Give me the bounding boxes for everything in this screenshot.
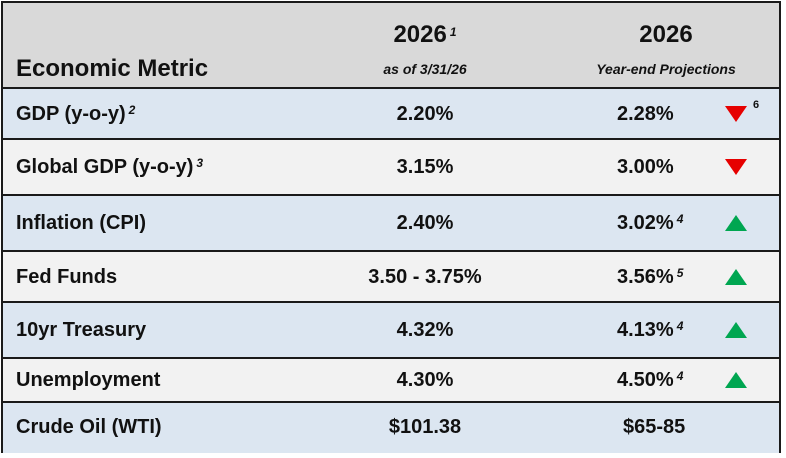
- table-row: Fed Funds 3.50 - 3.75% 3.56% 5: [3, 252, 779, 303]
- projection-value: 4.50% 4: [617, 369, 683, 392]
- trend-footnote: 6: [753, 99, 760, 111]
- down-arrow-icon: [725, 106, 747, 122]
- projection-label: 3.00%: [617, 156, 674, 178]
- metric-label: Fed Funds: [16, 266, 118, 288]
- economic-metrics-table: Economic Metric 2026 1 as of 3/31/26 2026…: [1, 1, 781, 453]
- metric-label: Unemployment: [16, 369, 161, 391]
- metric-footnote: 3: [196, 156, 204, 170]
- projection-label: 4.13%: [617, 319, 674, 341]
- table-row: Global GDP (y-o-y) 3 3.15% 3.00%: [3, 140, 779, 196]
- projection-label: 3.56%: [617, 266, 674, 288]
- metric-name: Inflation (CPI): [16, 212, 146, 235]
- metric-label: Crude Oil (WTI): [16, 416, 162, 438]
- metric-name: GDP (y-o-y) 2: [16, 103, 135, 126]
- current-year: 2026: [393, 21, 447, 48]
- projection-label: $65-85: [623, 416, 686, 438]
- metric-name: 10yr Treasury: [16, 319, 146, 342]
- current-column-header: 2026 1: [325, 21, 525, 49]
- up-arrow-icon: [725, 372, 747, 388]
- table-row: Inflation (CPI) 2.40% 3.02% 4: [3, 196, 779, 252]
- projection-column-header: 2026: [639, 21, 693, 48]
- projection-label: 4.50%: [617, 369, 674, 391]
- projection-value: 3.02% 4: [617, 212, 683, 235]
- projection-footnote: 4: [676, 369, 684, 383]
- metric-label: GDP (y-o-y): [16, 103, 126, 125]
- current-value: $101.38: [388, 416, 462, 438]
- current-value: 3.15%: [396, 156, 454, 178]
- metric-column-header: Economic Metric: [16, 55, 209, 82]
- metric-name: Global GDP (y-o-y) 3: [16, 156, 203, 179]
- table-header: Economic Metric 2026 1 as of 3/31/26 2026…: [3, 3, 779, 89]
- metric-name: Fed Funds: [16, 266, 117, 289]
- current-value: 2.40%: [396, 212, 454, 234]
- metric-label: Inflation (CPI): [16, 212, 146, 234]
- metric-label: 10yr Treasury: [16, 319, 147, 341]
- projection-value: 3.00%: [617, 156, 674, 179]
- current-year-footnote: 1: [449, 25, 457, 39]
- current-column-subtitle: as of 3/31/26: [383, 61, 467, 77]
- up-arrow-icon: [725, 269, 747, 285]
- table-row: 10yr Treasury 4.32% 4.13% 4: [3, 303, 779, 359]
- metric-footnote: 2: [128, 103, 136, 117]
- current-value: 4.30%: [396, 369, 454, 391]
- projection-value: 4.13% 4: [617, 319, 683, 342]
- metric-name: Unemployment: [16, 369, 160, 392]
- up-arrow-icon: [725, 322, 747, 338]
- table-row: Crude Oil (WTI) $101.38 $65-85: [3, 403, 779, 453]
- projection-value: $65-85: [623, 416, 685, 439]
- projection-column-subtitle: Year-end Projections: [596, 61, 736, 77]
- projection-footnote: 4: [676, 319, 684, 333]
- metric-label: Global GDP (y-o-y): [16, 156, 194, 178]
- down-arrow-icon: [725, 159, 747, 175]
- table-row: GDP (y-o-y) 2 2.20% 2.28% 6: [3, 89, 779, 140]
- projection-value: 2.28%: [617, 103, 674, 126]
- projection-value: 3.56% 5: [617, 266, 683, 289]
- up-arrow-icon: [725, 215, 747, 231]
- projection-label: 2.28%: [617, 103, 674, 125]
- current-value: 4.32%: [396, 319, 454, 341]
- projection-footnote: 5: [676, 266, 684, 280]
- current-value: 3.50 - 3.75%: [368, 266, 482, 288]
- current-value: 2.20%: [396, 103, 454, 125]
- table-row: Unemployment 4.30% 4.50% 4: [3, 359, 779, 403]
- metric-name: Crude Oil (WTI): [16, 416, 162, 439]
- projection-footnote: 4: [676, 212, 684, 226]
- projection-label: 3.02%: [617, 212, 674, 234]
